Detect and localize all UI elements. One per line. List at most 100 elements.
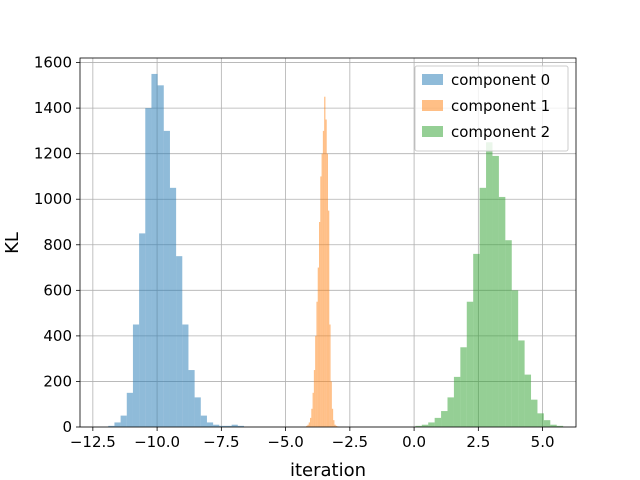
histogram-bar: [163, 130, 170, 427]
y-tick-label: 400: [43, 327, 72, 345]
x-tick-label: −2.5: [332, 433, 368, 451]
legend-label: component 1: [451, 97, 550, 115]
histogram-bar: [145, 108, 152, 427]
legend-box: [414, 65, 569, 152]
histogram-bar: [421, 424, 429, 427]
histogram-bar: [194, 397, 201, 427]
y-axis-label: KL: [2, 232, 23, 254]
histogram-bar: [479, 187, 487, 427]
legend: component 0 component 1 component 2: [414, 65, 569, 152]
histogram-bar: [498, 196, 506, 427]
histogram-bar: [151, 73, 158, 427]
histogram-bar: [447, 397, 454, 427]
histogram-bar: [182, 324, 189, 427]
histogram-bar: [307, 424, 309, 427]
histogram-bar: [511, 290, 519, 427]
histogram-bar: [225, 425, 232, 427]
histogram-bar: [108, 425, 115, 427]
series-1-bars: [306, 96, 339, 427]
histogram-bar: [543, 420, 551, 427]
histogram-bar: [231, 424, 238, 427]
histogram-bar: [325, 119, 327, 427]
histogram-bar: [328, 210, 330, 427]
x-tick-label: 0.0: [402, 433, 426, 451]
histogram-bar: [473, 253, 480, 427]
x-tick-label: 2.5: [466, 433, 490, 451]
histogram-bar: [213, 424, 220, 427]
histogram-bar: [308, 422, 311, 427]
histogram-bar: [132, 324, 140, 427]
histogram-bar: [322, 130, 325, 427]
histogram-bar: [321, 153, 323, 427]
plot-frame: [79, 57, 577, 428]
x-axis-label: iteration: [290, 460, 366, 480]
y-tick-label: 1000: [34, 190, 72, 208]
histogram-bar: [330, 381, 332, 427]
y-tick-label: 1400: [34, 99, 72, 117]
histogram-bar: [310, 417, 312, 427]
histogram-bar: [326, 153, 328, 427]
histogram-bar: [556, 425, 564, 427]
histogram-bar: [319, 222, 321, 427]
histogram-bar: [518, 340, 525, 427]
histogram-bar: [206, 422, 214, 427]
histogram-bar: [312, 392, 314, 427]
legend-swatch: [422, 100, 443, 111]
histogram-bar: [492, 155, 499, 427]
histogram-bar: [313, 370, 316, 427]
y-tick-label: 1600: [34, 54, 72, 72]
histogram-bar: [453, 376, 461, 427]
legend-swatch: [422, 74, 443, 85]
histogram-bar: [317, 267, 320, 427]
y-tick-label: 0: [62, 418, 72, 436]
y-tick-label: 800: [43, 236, 72, 254]
histogram-bar: [466, 301, 474, 427]
histogram-bar: [316, 301, 318, 427]
histogram-bar: [550, 424, 557, 427]
series-2-bars: [415, 142, 564, 427]
histogram-bar: [441, 411, 448, 427]
histogram-bar: [114, 422, 121, 427]
histogram-bars: [108, 73, 564, 427]
histogram-bar: [315, 335, 317, 427]
histogram-bar: [333, 420, 335, 427]
histogram-bar: [415, 425, 422, 427]
y-axis-ticks: 0 200 400 600 800 1000 1200 1400 1600: [34, 54, 80, 436]
histogram-bar: [537, 413, 544, 427]
y-tick-label: 1200: [34, 145, 72, 163]
x-axis-ticks: −12.5 −10.0 −7.5 −5.0 −2.5 0.0 2.5 5.0: [70, 427, 555, 451]
histogram-bar: [237, 425, 244, 427]
x-tick-label: 5.0: [531, 433, 555, 451]
histogram-bar: [120, 415, 127, 427]
histogram-bar: [334, 424, 336, 427]
histogram-bar: [169, 187, 177, 427]
histogram-bar: [335, 425, 337, 427]
histogram-bar: [176, 256, 183, 427]
histogram-bar: [306, 425, 308, 427]
histogram-bar: [320, 176, 322, 427]
histogram-bar: [200, 415, 207, 427]
series-0-bars: [108, 73, 244, 427]
histogram-bar: [531, 399, 538, 427]
histogram-bar: [524, 374, 532, 427]
histogram-bar: [219, 425, 226, 427]
y-tick-label: 200: [43, 372, 72, 390]
histogram-bar: [311, 408, 313, 427]
legend-label: component 2: [451, 123, 550, 141]
histogram-bar: [428, 422, 435, 427]
x-tick-label: −7.5: [203, 433, 239, 451]
histogram-bar: [505, 240, 512, 427]
legend-swatch: [422, 126, 443, 137]
x-tick-label: −12.5: [70, 433, 116, 451]
y-tick-label: 600: [43, 281, 72, 299]
histogram-bar: [329, 324, 331, 427]
histogram-bar: [139, 233, 146, 427]
histogram-bar: [188, 370, 195, 427]
x-tick-label: −10.0: [134, 433, 180, 451]
histogram-bar: [460, 347, 467, 427]
histogram-bar: [486, 142, 493, 427]
histogram-bar: [324, 96, 326, 427]
legend-label: component 0: [451, 71, 550, 89]
x-tick-label: −5.0: [267, 433, 303, 451]
